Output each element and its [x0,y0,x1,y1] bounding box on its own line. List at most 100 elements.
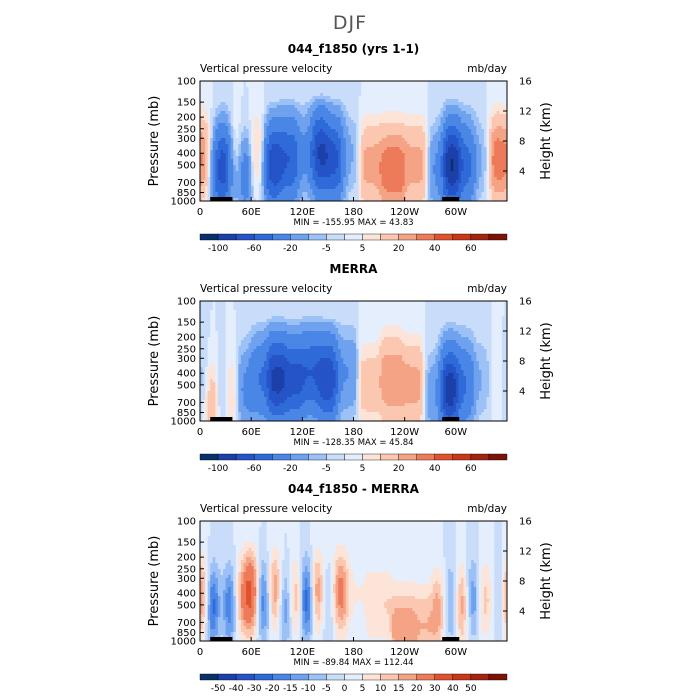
heatmap-cell [371,93,375,97]
heatmap-cell [450,90,454,94]
heatmap-cell [386,135,390,139]
heatmap-cell [371,159,375,163]
heatmap-cell [376,174,380,178]
heatmap-cell [312,108,316,112]
heatmap-cell [455,153,459,157]
heatmap-cell [396,168,400,172]
heatmap-cell [235,126,239,130]
heatmap-cell [200,105,203,109]
heatmap-cell [358,141,362,145]
heatmap-cell [276,117,280,121]
heatmap-cell [302,141,306,145]
heatmap-cell [350,87,354,91]
heatmap-cell [368,90,372,94]
heatmap-cell [445,159,449,163]
heatmap-cell [486,93,490,97]
heatmap-cell [384,156,388,160]
heatmap-cell [394,150,398,154]
heatmap-cell [284,81,288,85]
heatmap-cell [233,135,237,139]
heatmap-cell [425,117,429,121]
heatmap-cell [271,183,275,187]
heatmap-cell [223,159,226,163]
heatmap-cell [381,141,385,145]
colorbar-label: -20 [283,244,298,254]
heatmap-cell [348,177,352,181]
heatmap-cell [325,135,329,139]
heatmap-cell [230,132,234,136]
heatmap-cell [261,153,265,157]
heatmap-cell [358,93,362,97]
heatmap-cell [448,195,452,199]
heatmap-cell [504,132,508,136]
heatmap-cell [338,99,342,103]
heatmap-cell [460,162,464,166]
heatmap-cell [417,105,421,109]
heatmap-cell [437,198,441,202]
heatmap-cell [501,198,505,202]
heatmap-cell [450,132,454,136]
heatmap-cell [317,81,321,85]
heatmap-cell [409,84,413,88]
heatmap-cell [200,174,203,178]
heatmap-cell [258,81,262,85]
heatmap-cell [343,141,347,145]
heatmap-cell [396,102,400,106]
heatmap-cell [394,102,398,106]
heatmap-cell [302,81,306,85]
heatmap-cell [458,105,462,109]
heatmap-cell [463,111,467,115]
heatmap-cell [230,102,234,106]
heatmap-cell [327,120,331,124]
heatmap-cell [371,126,375,130]
heatmap-cell [391,186,395,190]
heatmap-cell [504,123,508,127]
heatmap-cell [373,183,377,187]
heatmap-cell [425,96,429,100]
heatmap-cell [399,111,403,115]
heatmap-cell [312,174,316,178]
heatmap-cell [243,192,247,196]
heatmap-cell [292,165,296,169]
heatmap-cell [205,195,209,199]
heatmap-cell [200,123,203,127]
heatmap-cell [248,87,252,91]
heatmap-cell [263,132,267,136]
heatmap-cell [310,108,313,112]
heatmap-cell [486,117,490,121]
heatmap-cell [422,150,426,154]
heatmap-cell [225,81,229,85]
heatmap-cell [499,180,503,184]
heatmap-cell [202,412,206,416]
heatmap-cell [430,138,434,142]
heatmap-cell [210,135,214,139]
heatmap-cell [205,313,209,317]
heatmap-cell [246,111,250,115]
heatmap-cell [256,108,260,112]
heatmap-cell [279,84,283,88]
heatmap-cell [425,171,429,175]
heatmap-cell [215,96,219,100]
heatmap-cell [210,168,214,172]
heatmap-cell [215,132,219,136]
heatmap-cell [327,99,331,103]
heatmap-cell [501,129,505,133]
heatmap-cell [289,168,293,172]
heatmap-cell [238,162,242,166]
heatmap-cell [230,171,234,175]
heatmap-cell [407,165,411,169]
heatmap-cell [412,177,416,181]
heatmap-cell [358,138,362,142]
heatmap-cell [297,123,301,127]
heatmap-cell [248,174,252,178]
heatmap-cell [448,135,452,139]
heatmap-cell [253,195,257,199]
heatmap-cell [200,144,203,148]
heatmap-cell [384,96,388,100]
heatmap-cell [404,144,408,148]
heatmap-cell [409,132,413,136]
heatmap-cell [455,123,459,127]
heatmap-cell [333,90,336,94]
heatmap-cell [335,138,339,142]
heatmap-cell [409,102,413,106]
